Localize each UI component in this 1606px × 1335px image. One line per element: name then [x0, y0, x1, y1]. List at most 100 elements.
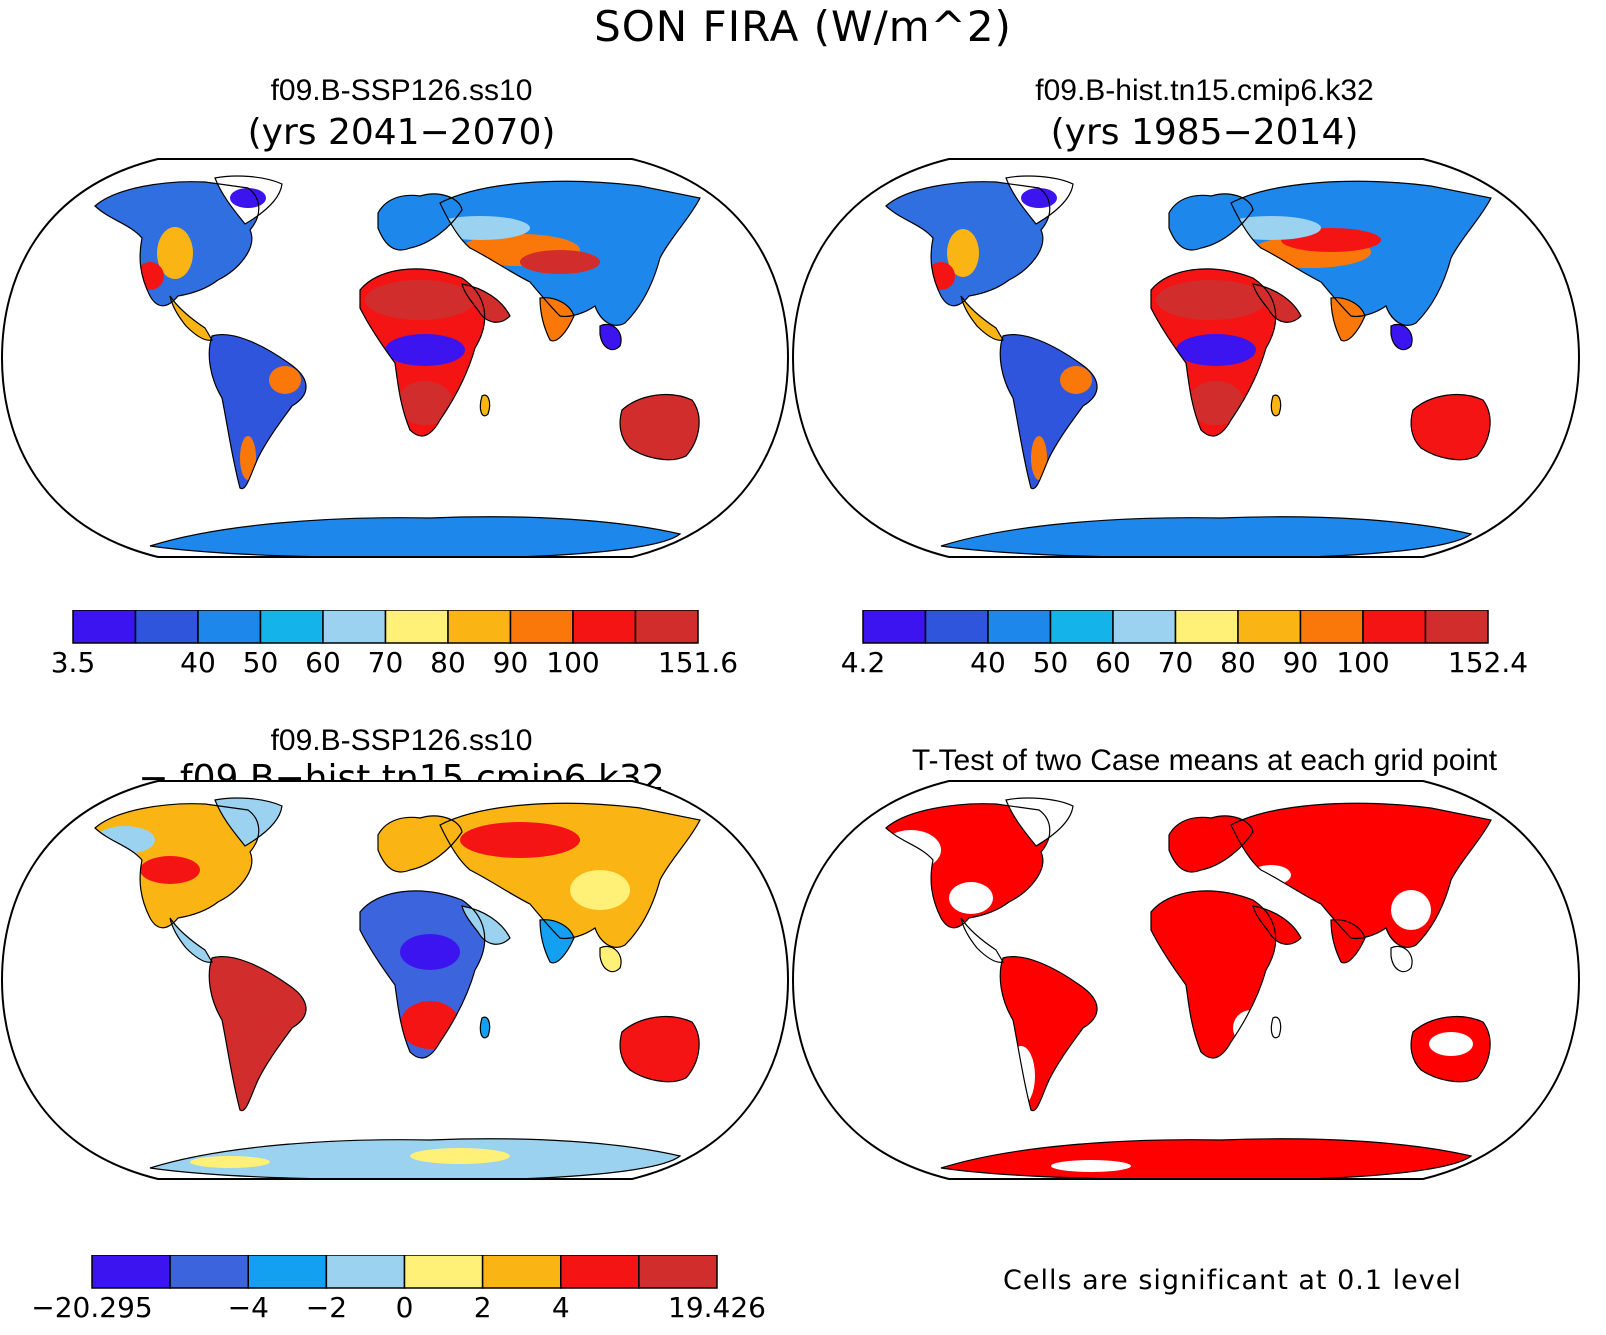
colorbar-tick-label: 4.2 — [841, 646, 886, 679]
field-patch — [157, 227, 193, 279]
coastline — [1150, 268, 1277, 437]
landmass-mad — [1271, 1017, 1281, 1038]
field-patch — [1176, 334, 1256, 366]
coastline — [208, 334, 307, 490]
landmass-ind — [540, 297, 574, 341]
coastline — [999, 956, 1098, 1112]
colorbar-tick-label: 70 — [368, 646, 404, 679]
world-map — [791, 158, 1581, 558]
colorbar-tick-label: 60 — [305, 646, 341, 679]
colorbar: −20.295 −4 −2 0 2 4 19.426 — [31, 1255, 766, 1324]
colorbar-swatch — [924, 610, 989, 644]
coastline — [439, 180, 701, 326]
field-patch — [365, 280, 475, 320]
coastline — [619, 1015, 700, 1083]
field-patch — [949, 882, 993, 914]
coastline — [539, 919, 575, 964]
field-patch — [520, 250, 600, 274]
colorbar-swatch — [1424, 610, 1489, 644]
coastline — [599, 945, 622, 973]
coastline — [960, 917, 1004, 963]
world-map — [0, 158, 790, 558]
landmass-grn — [215, 798, 282, 846]
colorbar-tick-label: 100 — [546, 646, 599, 679]
coastline — [1168, 193, 1254, 251]
coastline — [1270, 1016, 1282, 1039]
coastline — [619, 393, 700, 461]
landmass-sea — [600, 324, 622, 350]
colorbar-swatch — [509, 610, 574, 644]
landmass-sea — [1391, 324, 1413, 350]
colorbar-swatch — [403, 1255, 484, 1289]
colorbar-swatch — [560, 1255, 640, 1289]
map-frame — [0, 158, 790, 558]
coastline — [1410, 1015, 1491, 1083]
panel-subtitle: (yrs 1985−2014) — [1050, 112, 1359, 153]
landmass-eur — [1169, 815, 1253, 872]
panel-title: f09.B-SSP126.ss10 — [270, 74, 533, 107]
coastline — [1150, 890, 1277, 1059]
colorbar-swatch — [1237, 610, 1302, 644]
field-patch — [269, 366, 301, 394]
colorbar-swatch — [862, 610, 927, 644]
colorbar-tick-label: 2 — [474, 1291, 492, 1324]
coastline — [1390, 323, 1413, 351]
landmass-ind — [540, 919, 574, 963]
coastline — [479, 394, 491, 417]
landmass-aus — [620, 1016, 700, 1082]
panel-subtitle: (yrs 2041−2070) — [247, 112, 556, 153]
landmass-ind — [1331, 297, 1365, 341]
colorbar-swatch — [325, 1255, 406, 1289]
colorbar-tick-label: 19.426 — [668, 1291, 766, 1324]
landmass-sea — [600, 946, 622, 972]
colorbar-tick-label: −20.295 — [31, 1291, 152, 1324]
landmass-eur — [378, 815, 462, 872]
coastline — [1005, 797, 1074, 847]
coastline — [479, 1016, 491, 1039]
colorbar-tick-label: 50 — [1033, 646, 1069, 679]
coastline — [539, 297, 575, 342]
coastline — [1330, 919, 1366, 964]
panel-title: f09.B-hist.tn15.cmip6.k32 — [1035, 74, 1374, 107]
colorbar-swatch — [1299, 610, 1364, 644]
coastline — [1410, 393, 1491, 461]
colorbar-tick-label: 60 — [1095, 646, 1131, 679]
landmass-arb — [462, 284, 510, 323]
colorbar-swatch — [1112, 610, 1177, 644]
colorbar-swatch — [322, 610, 387, 644]
colorbar-swatch — [1049, 610, 1114, 644]
landmass-eur — [378, 193, 462, 250]
coastline — [1005, 175, 1074, 225]
field-patch — [397, 381, 453, 425]
world-map — [0, 780, 790, 1180]
landmass-arb — [462, 906, 510, 945]
field-patch — [1188, 381, 1244, 425]
colorbar-swatch — [1362, 610, 1427, 644]
coastline — [1230, 180, 1492, 326]
map-frame — [0, 780, 790, 1180]
landmass-ant — [941, 516, 1471, 557]
field-patch — [230, 188, 266, 208]
colorbar-tick-label: 0 — [396, 1291, 414, 1324]
landmass-arb — [1253, 284, 1301, 323]
colorbar-tick-label: 80 — [1220, 646, 1256, 679]
coastline — [1230, 802, 1492, 948]
coastline — [999, 334, 1098, 490]
coastline — [359, 890, 486, 1059]
coastline — [377, 193, 463, 251]
field-patch — [239, 976, 291, 1020]
colorbar-swatch — [638, 1255, 718, 1289]
field-patch — [460, 822, 580, 858]
field-patch — [1060, 366, 1092, 394]
panel-title: T-Test of two Case means at each grid po… — [911, 744, 1498, 777]
colorbar-swatch — [447, 610, 512, 644]
coastline — [1270, 394, 1282, 417]
colorbar-swatch — [247, 1255, 328, 1289]
field-patch — [570, 870, 630, 910]
field-patch — [1031, 436, 1047, 480]
coastline — [94, 803, 260, 929]
colorbar: 3.5 40 50 60 70 80 90 100 151.6 — [51, 610, 738, 679]
field-patch — [190, 1156, 270, 1168]
landmass-eur — [1169, 193, 1253, 250]
colorbar-tick-label: 40 — [180, 646, 216, 679]
